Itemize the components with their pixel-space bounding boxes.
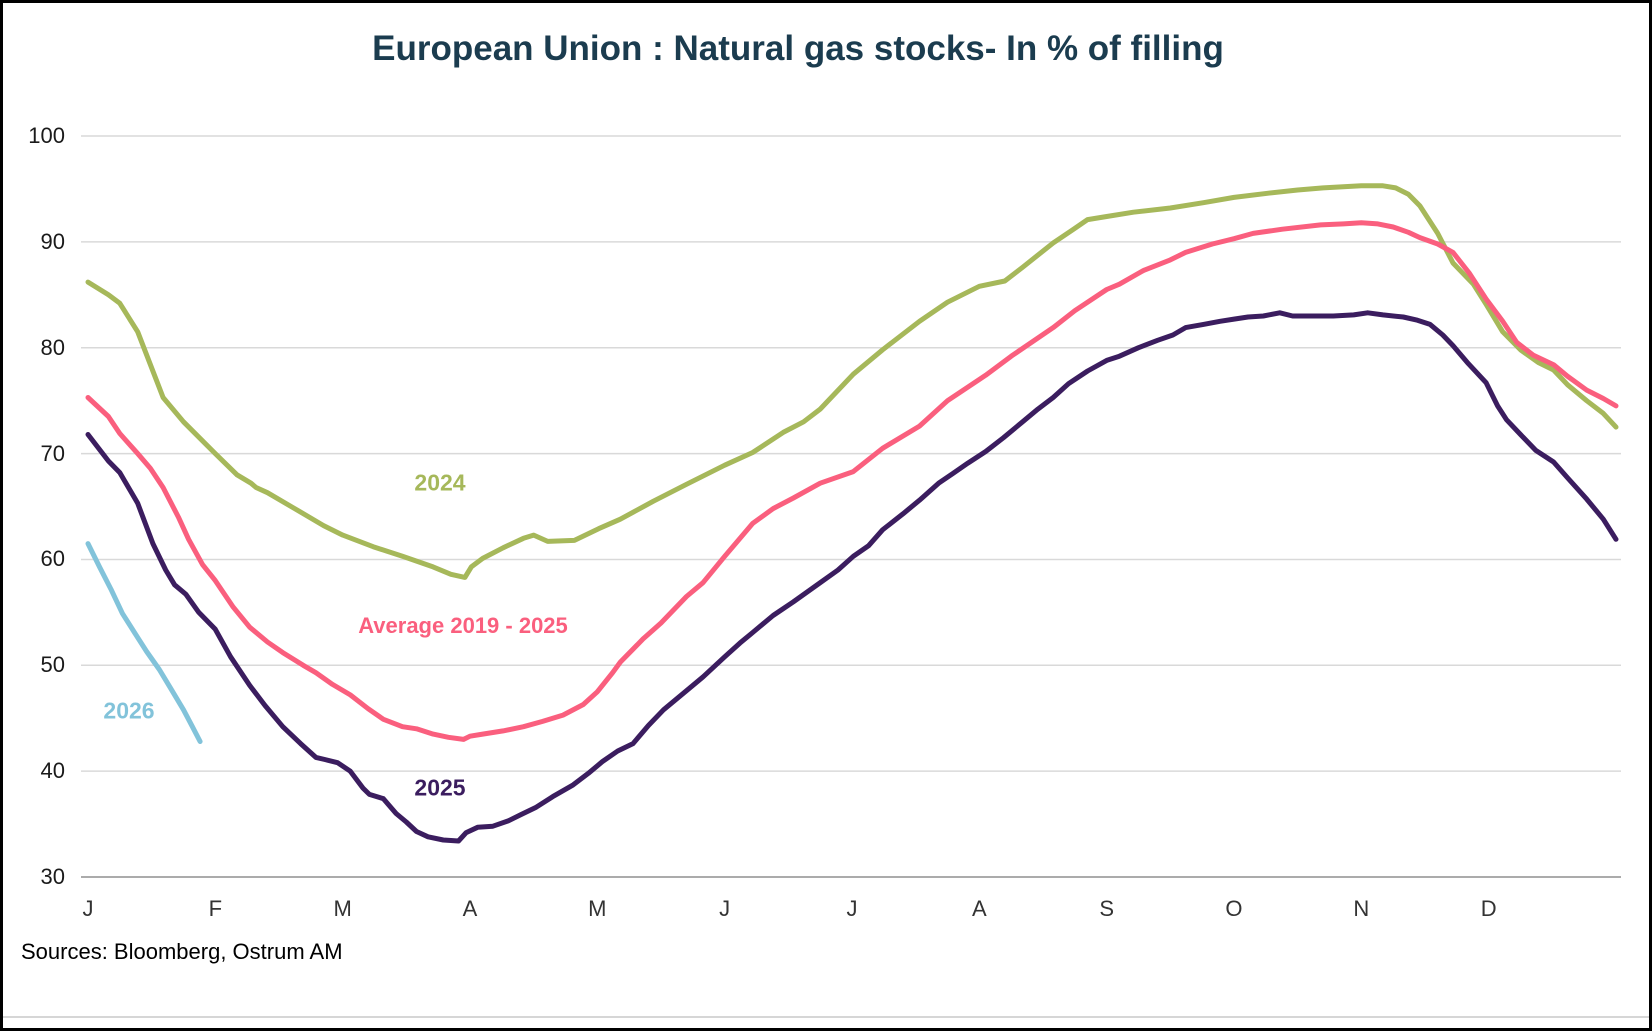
x-axis-label-month-2: F: [208, 896, 223, 921]
y-axis-label-60: 60: [40, 546, 65, 572]
series-line-2025: [85, 310, 1619, 844]
y-axis-label-90: 90: [40, 228, 65, 254]
x-axis-label-month-8: A: [971, 896, 987, 921]
x-axis-label-month-1: J: [82, 896, 94, 921]
series-line-2024: [85, 183, 1619, 580]
x-axis-label-month-6: J: [719, 896, 731, 921]
x-axis-label-month-9: S: [1099, 896, 1114, 921]
sources-note: Sources: Bloomberg, Ostrum AM: [21, 939, 343, 964]
series-label-average-2019-2025: Average 2019 - 2025: [358, 613, 568, 638]
chart-title: European Union : Natural gas stocks- In …: [372, 29, 1224, 68]
x-axis-label-month-4: A: [462, 896, 478, 921]
series-line-average-2019-2025: [85, 220, 1619, 742]
x-axis-label-month-11: N: [1353, 896, 1370, 921]
x-axis-label-month-12: D: [1480, 896, 1497, 921]
series-label-2026: 2026: [103, 697, 155, 724]
x-axis-label-month-3: M: [333, 896, 352, 921]
line-chart-plot: [81, 135, 1621, 879]
x-axis-label-month-5: M: [588, 896, 607, 921]
y-axis-label-30: 30: [40, 864, 65, 890]
y-axis-label-80: 80: [40, 334, 65, 360]
y-axis-label-70: 70: [40, 440, 65, 466]
y-axis-label-100: 100: [28, 123, 65, 148]
y-axis-label-40: 40: [40, 758, 65, 784]
x-axis-label-month-10: O: [1225, 896, 1243, 921]
x-axis-label-month-7: J: [846, 896, 858, 921]
series-label-2025: 2025: [414, 774, 466, 801]
y-axis-label-50: 50: [40, 652, 65, 678]
series-line-2026: [85, 541, 203, 744]
series-label-2024: 2024: [414, 469, 466, 496]
bottom-rule: [3, 1016, 1649, 1018]
